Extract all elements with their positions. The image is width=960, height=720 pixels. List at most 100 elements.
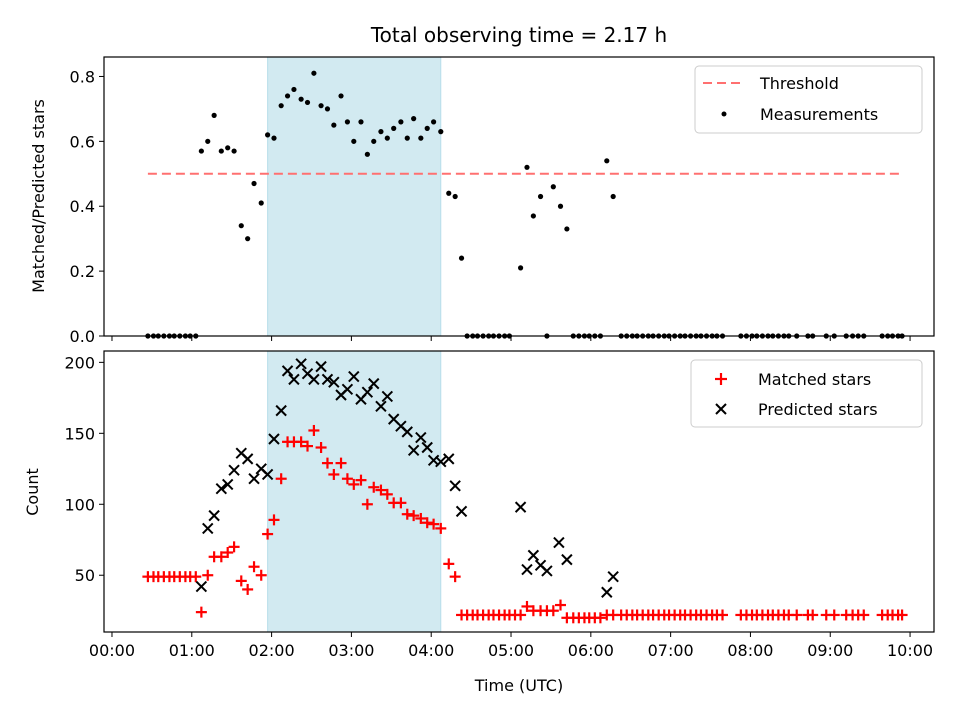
measurement-point <box>384 135 390 141</box>
matched-star-point <box>361 498 373 510</box>
matched-star-point <box>341 473 353 485</box>
measurement-point <box>431 119 437 125</box>
predicted-star-point <box>295 358 307 370</box>
matched-star-point <box>408 510 420 522</box>
matched-star-point <box>235 575 247 587</box>
matched-star-point <box>295 436 307 448</box>
predicted-star-point <box>553 536 565 549</box>
matched-star-point <box>828 609 840 621</box>
y-tick-label: 150 <box>64 424 95 443</box>
predicted-star-point <box>281 365 294 377</box>
x-tick-label: 10:00 <box>887 641 933 660</box>
measurement-point <box>205 138 211 144</box>
matched-star-point <box>262 528 274 540</box>
matched-star-point <box>321 457 333 469</box>
y-tick-label: 100 <box>64 495 95 514</box>
legend-bottom: Matched stars Predicted stars <box>690 359 923 428</box>
y-tick-label: 0.4 <box>70 197 95 216</box>
legend-predicted-swatch <box>715 403 727 415</box>
matched-star-point <box>268 514 280 526</box>
y-tick-label: 0.8 <box>70 67 95 86</box>
legend-top-box <box>694 65 923 134</box>
matched-star-point <box>335 457 347 469</box>
predicted-star-point <box>607 570 619 583</box>
panel-top-shade <box>267 56 442 337</box>
predicted-star-point <box>514 501 527 513</box>
measurement-point <box>604 158 610 164</box>
x-tick-label: 01:00 <box>169 641 215 660</box>
legend-bottom-box <box>690 359 923 428</box>
matched-star-point <box>302 440 314 452</box>
panel-top-frame <box>103 56 935 337</box>
predicted-star-point <box>328 376 340 388</box>
legend-predicted-label: Predicted stars <box>758 400 878 419</box>
matched-star-point <box>858 609 870 621</box>
matched-star-point <box>401 508 413 520</box>
measurement-point <box>211 112 217 118</box>
matched-star-point <box>255 569 267 581</box>
x-tick-label: 04:00 <box>408 641 454 660</box>
y-tick-label: 0.6 <box>70 132 95 151</box>
legend-matched-label: Matched stars <box>758 370 871 389</box>
predicted-star-point <box>308 373 320 386</box>
matched-star-point <box>242 583 254 595</box>
predicted-star-point <box>435 455 447 468</box>
panel-top-ylabel: Matched/Predicted stars <box>29 99 48 293</box>
panel-bottom-ylabel: Count <box>23 468 42 516</box>
x-tick-label: 09:00 <box>807 641 853 660</box>
x-tick-label: 07:00 <box>648 641 694 660</box>
predicted-star-point <box>215 482 228 495</box>
predicted-star-point <box>561 553 573 566</box>
x-tick-label: 06:00 <box>568 641 614 660</box>
predicted-star-point <box>415 431 427 444</box>
predicted-star-point <box>449 480 461 492</box>
predicted-star-point <box>455 505 468 518</box>
predicted-star-point <box>368 377 380 390</box>
y-tick-label: 0.0 <box>70 327 95 346</box>
measurement-point <box>517 265 524 271</box>
measurement-point <box>610 193 616 200</box>
measurement-point <box>324 106 331 112</box>
matched-star-point <box>315 442 327 454</box>
panel-bottom-shade <box>267 350 442 633</box>
measurement-point <box>458 255 465 261</box>
matched-star-point <box>190 571 202 583</box>
measurement-point <box>550 184 556 190</box>
matched-star-point <box>368 481 380 493</box>
measurement-point <box>298 96 304 102</box>
matched-star-point <box>415 512 427 524</box>
measurement-point <box>291 86 297 93</box>
measurement-point <box>238 223 244 229</box>
predicted-star-point <box>443 453 455 465</box>
predicted-star-point <box>348 370 360 383</box>
predicted-star-point <box>341 383 354 396</box>
measurement-point <box>218 148 224 154</box>
measurement-point <box>378 129 384 135</box>
matched-star-point <box>375 484 387 496</box>
measurement-point <box>265 132 271 138</box>
measurement-point <box>418 135 424 141</box>
matched-star-point <box>547 605 559 617</box>
matched-star-point <box>421 517 433 529</box>
matched-star-point <box>717 609 729 621</box>
predicted-star-point <box>381 390 394 403</box>
matched-star-point <box>555 599 566 611</box>
measurement-point <box>452 193 458 200</box>
matched-star-point <box>896 609 908 621</box>
x-tick-label: 03:00 <box>328 641 374 660</box>
predicted-star-point <box>321 373 334 386</box>
measurement-point <box>331 122 337 128</box>
matched-star-point <box>215 551 227 563</box>
predicted-star-point <box>228 464 240 476</box>
matched-star-point <box>348 478 360 490</box>
measurement-point <box>404 135 410 141</box>
matched-star-point <box>594 612 606 624</box>
matched-star-point <box>449 571 461 583</box>
y-tick-label: 200 <box>64 353 95 372</box>
matched-star-point <box>807 609 819 621</box>
predicted-star-point <box>527 549 540 562</box>
measurement-point <box>391 125 397 131</box>
measurement-point <box>358 119 364 125</box>
matched-star-point <box>381 488 393 500</box>
